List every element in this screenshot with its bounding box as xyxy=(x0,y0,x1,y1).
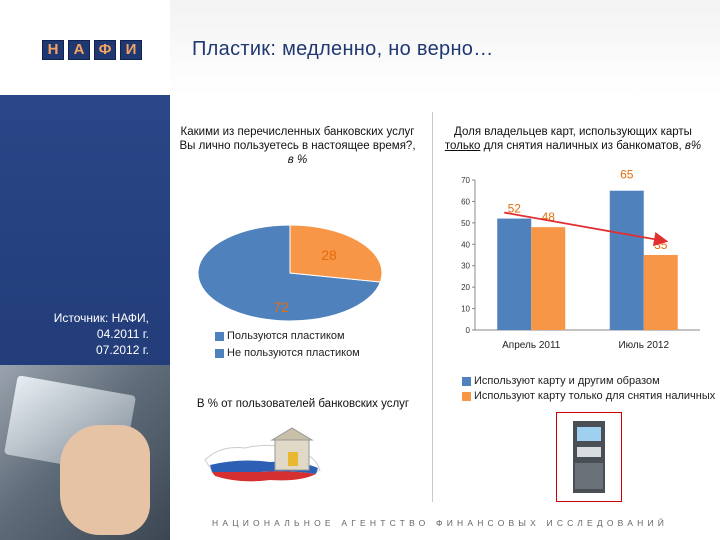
y-tick-label: 50 xyxy=(461,219,470,228)
bar xyxy=(643,255,678,330)
bar-data-label: 52 xyxy=(508,202,522,216)
pie-data-label: 72 xyxy=(273,299,289,315)
source-note: Источник: НАФИ, 04.2011 г. 07.2012 г. xyxy=(36,310,149,358)
y-tick-label: 40 xyxy=(461,240,470,249)
source-line: Источник: НАФИ, xyxy=(53,311,149,325)
x-category-label: Апрель 2011 xyxy=(502,340,561,351)
logo-letter: Ф xyxy=(94,40,116,60)
slide-title: Пластик: медленно, но верно… xyxy=(192,38,494,60)
y-tick-label: 30 xyxy=(461,262,470,271)
pie-legend-label: Пользуются пластиком xyxy=(227,330,345,342)
bar xyxy=(497,218,532,330)
bar-data-label: 65 xyxy=(620,168,634,182)
y-tick-label: 60 xyxy=(461,197,470,206)
bar-question: Доля владельцев карт, использующих карты… xyxy=(432,125,714,153)
legend-swatch-orange xyxy=(462,391,471,401)
source-line: 04.2011 г. xyxy=(96,327,149,341)
atm-image xyxy=(556,412,622,502)
bar-legend-item: Используют карту только для снятия налич… xyxy=(462,389,715,404)
pie-legend-label: Не пользуются пластиком xyxy=(227,347,360,359)
bar-question-line2: для снятия наличных из банкоматов, xyxy=(480,140,682,152)
pie-question-unit: в % xyxy=(287,154,308,166)
x-category-label: Июль 2012 xyxy=(618,340,669,351)
y-tick-label: 70 xyxy=(461,176,470,185)
pie-slice xyxy=(197,224,382,322)
russia-bank-illustration xyxy=(204,427,321,482)
nafi-logo: Н А Ф И xyxy=(42,40,142,60)
pie-data-label: 28 xyxy=(321,247,337,263)
bar-legend-item: Используют карту и другим образом xyxy=(462,374,715,389)
legend-swatch-blue xyxy=(462,376,471,386)
logo-area: Н А Ф И xyxy=(0,0,170,95)
pie-slice xyxy=(289,224,383,283)
divider-line xyxy=(432,112,433,502)
y-tick-label: 10 xyxy=(461,305,470,314)
bar-question-underlined: только xyxy=(444,140,481,152)
pie-legend: Пользуются пластиком Не пользуются пласт… xyxy=(215,328,360,362)
pie-legend-item: Пользуются пластиком xyxy=(215,328,360,345)
source-line: 07.2012 г. xyxy=(96,343,149,357)
bar-question-unit: в% xyxy=(681,140,702,152)
bar-legend-label: Используют карту и другим образом xyxy=(474,375,660,387)
logo-letter: И xyxy=(120,40,142,60)
pie-question-text: Какими из перечисленных банковских услуг… xyxy=(179,126,416,152)
pie-question: Какими из перечисленных банковских услуг… xyxy=(175,125,420,167)
legend-swatch-blue xyxy=(215,331,224,341)
footer-text: НАЦИОНАЛЬНОЕ АГЕНТСТВО ФИНАНСОВЫХ ИССЛЕД… xyxy=(212,518,669,528)
logo-letter: А xyxy=(68,40,90,60)
bar-legend-label: Используют карту только для снятия налич… xyxy=(474,390,716,402)
pie-caption: В % от пользователей банковских услуг xyxy=(196,398,410,410)
pie-chart: 72 28 xyxy=(197,224,383,322)
y-tick-label: 20 xyxy=(461,283,470,292)
bar-legend: Используют карту и другим образом Исполь… xyxy=(462,374,715,404)
legend-swatch-blue xyxy=(215,348,224,358)
card-photo xyxy=(0,365,170,540)
y-tick-label: 0 xyxy=(466,326,471,335)
bar xyxy=(609,190,644,330)
pie-legend-item: Не пользуются пластиком xyxy=(215,345,360,362)
bar xyxy=(531,227,566,330)
logo-letter: Н xyxy=(42,40,64,60)
bar-question-line1: Доля владельцев карт, использующих карты xyxy=(454,126,692,138)
hand-image xyxy=(60,425,150,535)
trend-arrow xyxy=(504,211,669,247)
